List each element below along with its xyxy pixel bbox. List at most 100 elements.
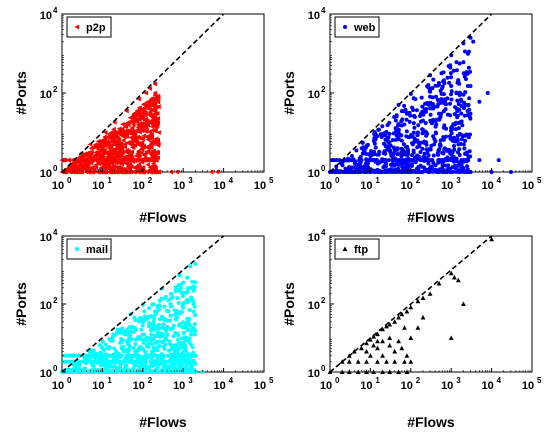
data-point [410,142,415,147]
y-tick-label: 10 [308,232,320,244]
data-point [454,169,458,174]
data-point [120,326,125,331]
data-point [104,138,110,144]
data-point [375,331,380,337]
data-point [382,149,387,154]
x-tick-label: 10 [522,180,534,192]
data-point [93,353,98,358]
data-point [442,99,447,104]
data-point [153,95,158,101]
data-point [90,169,96,175]
x-tick-exponent: 4 [497,376,502,385]
data-point [160,325,165,330]
x-tick-label: 10 [441,380,453,392]
data-point [133,342,138,347]
data-point [146,105,151,111]
data-point [402,103,407,108]
data-point [496,158,501,163]
data-point [149,370,154,374]
data-point [445,148,449,153]
data-point [189,342,193,347]
data-point [334,158,339,163]
y-tick-label: 10 [308,89,320,101]
data-point [123,329,128,334]
data-point [127,115,133,121]
legend-marker [75,247,79,251]
data-point [131,132,136,138]
data-point [387,140,392,145]
data-point [125,353,130,358]
data-point [147,336,152,340]
data-point [439,71,444,76]
data-point [381,165,386,170]
x-tick-exponent: 4 [229,176,234,185]
data-point [155,142,160,148]
data-point [106,145,112,151]
data-point [399,133,404,138]
data-point [461,301,466,306]
data-point [463,151,468,156]
data-point [438,138,443,143]
data-point [448,71,453,76]
data-point [120,121,125,127]
data-point [129,149,135,155]
data-point [437,111,441,116]
data-point [89,149,94,155]
data-point [134,112,140,117]
data-point [179,336,184,341]
data-point [457,147,462,152]
data-point [463,77,468,81]
data-point [419,95,424,100]
data-point [146,345,151,350]
data-point [445,112,450,117]
y-tick-exponent: 4 [53,228,58,237]
data-point [69,157,75,163]
data-point [437,147,442,152]
data-point [420,131,425,136]
data-point [457,93,462,97]
data-point [390,170,395,174]
data-point [104,151,110,157]
data-point [90,144,95,150]
data-point [449,75,454,80]
data-point [80,162,86,168]
data-point [188,332,193,337]
data-point [187,317,192,322]
data-point [112,148,117,153]
data-point [156,169,161,175]
data-point [411,121,416,126]
data-point [114,349,119,354]
data-point [150,113,155,119]
data-point [373,145,378,150]
data-point [137,157,143,163]
data-point [113,353,118,358]
data-point [68,353,72,358]
data-point [138,337,143,342]
data-point [164,326,169,331]
x-tick-label: 10 [360,180,372,192]
x-tick-exponent: 4 [229,376,234,385]
data-point [124,161,129,167]
data-point [82,151,87,157]
data-point [455,277,461,283]
data-point [460,133,465,138]
y-axis-label: #Ports [13,71,29,115]
x-tick-exponent: 1 [107,176,112,185]
data-point [188,285,193,290]
data-point [152,334,157,338]
data-point [376,127,381,132]
data-point [184,348,189,353]
data-point [396,127,401,132]
data-point [208,169,214,175]
data-point [351,158,356,163]
y-tick-exponent: 0 [53,164,58,173]
y-tick-label: 10 [308,10,320,22]
data-point [392,359,398,364]
x-tick-exponent: 3 [456,176,461,185]
data-point [145,162,150,168]
data-point [448,63,453,68]
data-point [152,164,158,170]
data-point [444,126,449,131]
data-point [127,128,132,133]
data-point [373,137,378,142]
